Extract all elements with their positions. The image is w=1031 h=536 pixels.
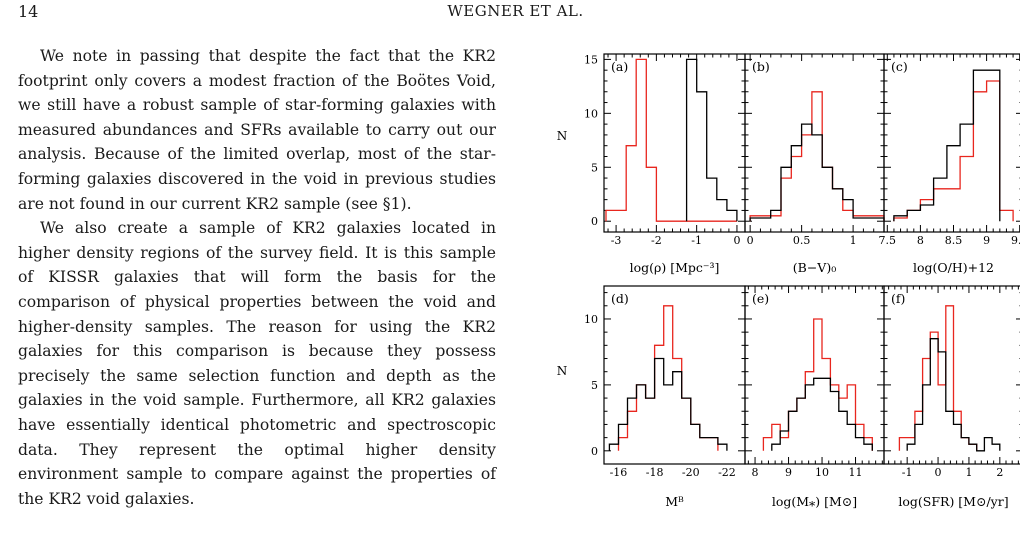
- x-tick-label: 1: [965, 466, 972, 479]
- void-histogram: [749, 91, 885, 222]
- x-tick-label: 7.5: [879, 234, 897, 247]
- panel-frame: [883, 285, 1020, 465]
- void-histogram: [617, 305, 719, 451]
- x-tick-label: 10: [815, 466, 829, 479]
- paragraph: We note in passing that despite the fact…: [18, 47, 496, 213]
- y-tick-label: 0: [591, 215, 598, 228]
- panel-frame: [744, 53, 885, 233]
- x-tick-label: -20: [682, 466, 700, 479]
- paragraph: We also create a sample of KR2 galaxies …: [18, 219, 496, 508]
- x-tick-label: 8: [917, 234, 924, 247]
- y-tick-label: 10: [584, 313, 598, 326]
- y-axis-label: N: [557, 364, 568, 378]
- x-tick-label: 9: [785, 466, 792, 479]
- panel-label: (d): [611, 291, 629, 306]
- y-tick-label: 5: [591, 379, 598, 392]
- higher-density-histogram: [771, 377, 873, 451]
- x-tick-label: -18: [646, 466, 664, 479]
- y-tick-label: 10: [584, 107, 598, 120]
- panel-label: (b): [752, 59, 770, 74]
- x-tick-label: 11: [849, 466, 863, 479]
- panel-label: (f): [891, 291, 905, 306]
- higher-density-histogram: [906, 338, 1001, 452]
- y-tick-label: 0: [591, 445, 598, 458]
- x-axis-label: log(M⁎) [M⊙]: [772, 494, 857, 509]
- running-head: WEGNER ET AL.: [447, 2, 584, 20]
- x-tick-label: -2: [651, 234, 662, 247]
- y-tick-label: 15: [584, 53, 598, 66]
- x-tick-label: -1: [691, 234, 702, 247]
- y-axis-label: N: [557, 129, 568, 143]
- body-text: We note in passing that despite the fact…: [18, 44, 496, 511]
- page-number: 14: [18, 2, 39, 21]
- void-histogram: [605, 58, 737, 222]
- y-tick-label: 5: [591, 161, 598, 174]
- x-tick-label: 0: [935, 466, 942, 479]
- x-tick-label: 8: [752, 466, 759, 479]
- x-tick-label: -3: [611, 234, 622, 247]
- panel-label: (a): [611, 59, 628, 74]
- void-histogram: [898, 305, 978, 451]
- panel-frame: [603, 53, 746, 233]
- x-tick-label: 2: [996, 466, 1003, 479]
- x-axis-label: (B−V)₀: [793, 260, 836, 275]
- x-axis-label: Mᴮ: [665, 494, 684, 509]
- x-tick-label: 9.5: [1011, 234, 1020, 247]
- higher-density-histogram: [749, 123, 885, 222]
- x-tick-label: -22: [718, 466, 736, 479]
- x-tick-label: 8.5: [945, 234, 963, 247]
- panel-label: (e): [752, 291, 769, 306]
- higher-density-histogram: [893, 69, 1001, 222]
- x-tick-label: 0: [747, 234, 754, 247]
- x-tick-label: 1: [850, 234, 857, 247]
- higher-density-histogram: [608, 357, 728, 451]
- x-tick-label: 0.5: [793, 234, 811, 247]
- panel-label: (c): [891, 59, 908, 74]
- void-histogram: [893, 80, 1014, 222]
- x-tick-label: -16: [610, 466, 628, 479]
- higher-density-histogram: [685, 58, 738, 222]
- x-tick-label: -1: [902, 466, 913, 479]
- x-axis-label: log(ρ) [Mpc⁻³]: [630, 260, 720, 275]
- x-tick-label: 9: [983, 234, 990, 247]
- x-axis-label: log(O/H)+12: [913, 260, 994, 275]
- x-axis-label: log(SFR) [M⊙/yr]: [898, 494, 1008, 509]
- x-tick-label: 0: [733, 234, 740, 247]
